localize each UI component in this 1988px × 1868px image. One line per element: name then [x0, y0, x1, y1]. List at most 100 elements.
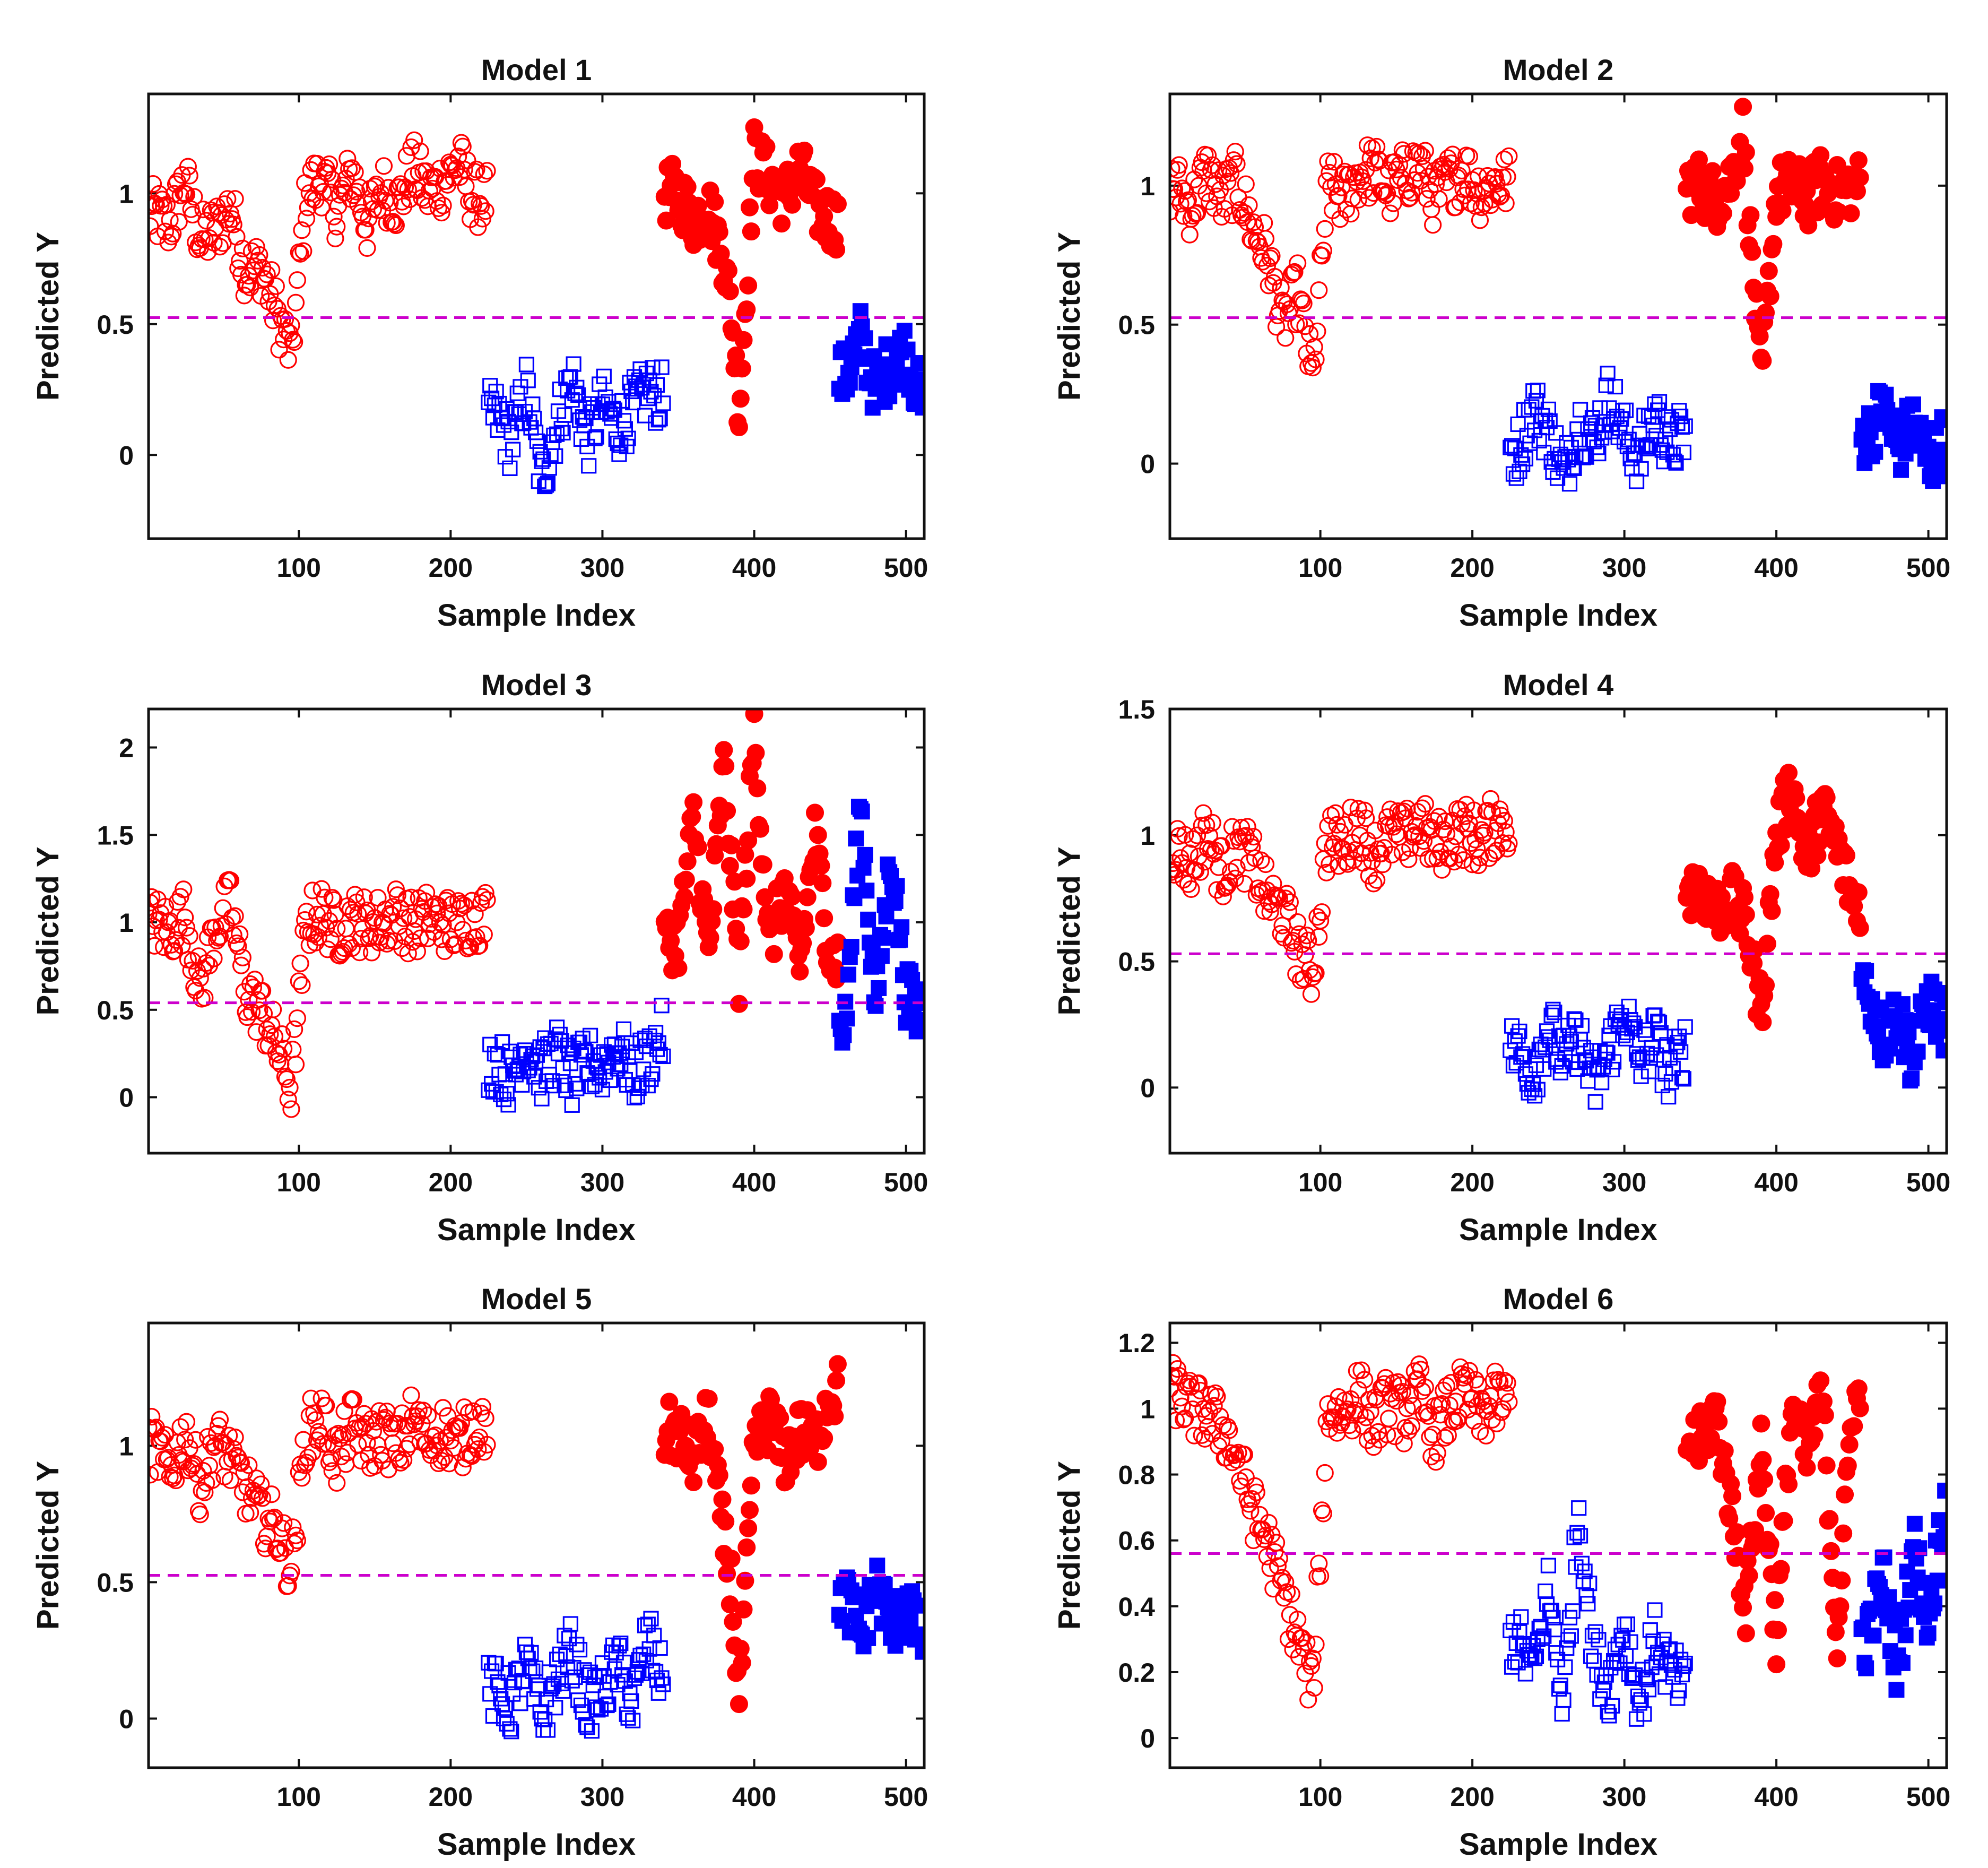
data-point — [358, 239, 376, 257]
data-point — [1512, 1023, 1527, 1040]
plot-area — [149, 709, 924, 1118]
data-point — [149, 217, 159, 235]
x-tick-label: 200 — [1450, 553, 1494, 583]
data-point — [307, 1411, 325, 1429]
data-point — [1582, 1576, 1598, 1592]
x-tick-label: 400 — [1754, 1782, 1798, 1812]
data-point — [1574, 1018, 1590, 1034]
data-point — [1939, 1520, 1947, 1536]
data-point — [1498, 1374, 1516, 1392]
data-point — [1592, 400, 1608, 416]
data-point — [1316, 220, 1334, 238]
data-point — [579, 1719, 595, 1735]
data-point — [739, 1519, 758, 1537]
data-point — [473, 888, 492, 906]
plot-area — [1170, 764, 1947, 1110]
data-point — [466, 905, 484, 923]
data-point — [538, 477, 554, 493]
data-point — [1356, 1371, 1374, 1389]
series-square-filled — [831, 303, 924, 416]
data-point — [783, 195, 802, 214]
data-point — [1491, 188, 1509, 206]
data-point — [809, 1452, 827, 1471]
data-point — [1828, 1649, 1846, 1668]
data-point — [171, 888, 189, 906]
data-point — [294, 1431, 312, 1449]
data-point — [1831, 1597, 1850, 1616]
data-point — [233, 239, 251, 257]
series-square-open — [1503, 998, 1693, 1110]
data-point — [1263, 247, 1281, 265]
data-point — [206, 918, 224, 937]
data-point — [388, 886, 406, 904]
data-point — [1456, 1375, 1474, 1393]
data-point — [1436, 163, 1454, 181]
data-point — [1676, 444, 1691, 461]
data-point — [1753, 1451, 1772, 1469]
data-point — [1226, 869, 1244, 887]
data-point — [588, 1059, 604, 1075]
data-point — [1228, 859, 1246, 877]
data-point — [1761, 1535, 1779, 1553]
data-point — [1170, 1380, 1179, 1398]
data-point — [1746, 1521, 1765, 1540]
data-point — [896, 323, 913, 339]
x-axis-label: Sample Index — [1459, 598, 1657, 633]
chart-title: Model 3 — [481, 668, 592, 702]
data-point — [860, 911, 876, 928]
data-point — [1440, 850, 1459, 868]
data-point — [1228, 155, 1246, 173]
x-axis-label: Sample Index — [1459, 1213, 1657, 1247]
data-point — [1494, 834, 1512, 852]
data-point — [1203, 156, 1221, 174]
data-point — [284, 1041, 302, 1059]
data-point — [1920, 1625, 1937, 1641]
data-point — [742, 1476, 760, 1495]
data-point — [149, 905, 158, 923]
data-point — [1500, 1393, 1518, 1411]
data-point — [1243, 838, 1261, 857]
data-point — [153, 191, 171, 209]
data-point — [1188, 204, 1206, 222]
data-point — [1365, 875, 1383, 893]
data-point — [1671, 403, 1687, 419]
data-point — [1310, 1554, 1328, 1572]
data-point — [502, 1721, 518, 1737]
x-tick-label: 500 — [1906, 1782, 1950, 1812]
data-point — [733, 359, 751, 378]
data-point — [1497, 194, 1515, 212]
data-point — [1442, 1374, 1460, 1392]
data-point — [337, 169, 355, 188]
y-tick-label: 0.5 — [1118, 310, 1155, 340]
data-point — [287, 1056, 305, 1074]
data-point — [1375, 1375, 1393, 1393]
data-point — [660, 1393, 679, 1411]
data-point — [473, 1398, 492, 1416]
data-point — [1225, 151, 1243, 169]
data-point — [848, 831, 864, 847]
data-point — [1277, 329, 1295, 347]
data-point — [473, 210, 492, 228]
data-point — [1170, 188, 1185, 206]
x-tick-label: 300 — [1602, 553, 1646, 583]
data-point — [860, 1630, 876, 1646]
y-tick-label: 0 — [1140, 1724, 1155, 1753]
data-point — [1226, 143, 1244, 161]
data-point — [290, 972, 308, 990]
data-point — [303, 1443, 322, 1461]
data-point — [629, 1664, 645, 1680]
data-point — [1197, 184, 1216, 202]
data-point — [1631, 1695, 1647, 1711]
data-point — [467, 928, 485, 946]
data-point — [1757, 1504, 1775, 1523]
data-point — [432, 1451, 450, 1470]
data-point — [1515, 456, 1531, 472]
data-point — [226, 1428, 244, 1447]
data-point — [1300, 325, 1319, 343]
data-point — [1618, 402, 1634, 418]
data-point — [314, 183, 332, 201]
data-point — [1735, 888, 1753, 906]
data-point — [1436, 812, 1454, 831]
data-point — [297, 210, 316, 228]
data-point — [1422, 200, 1440, 218]
